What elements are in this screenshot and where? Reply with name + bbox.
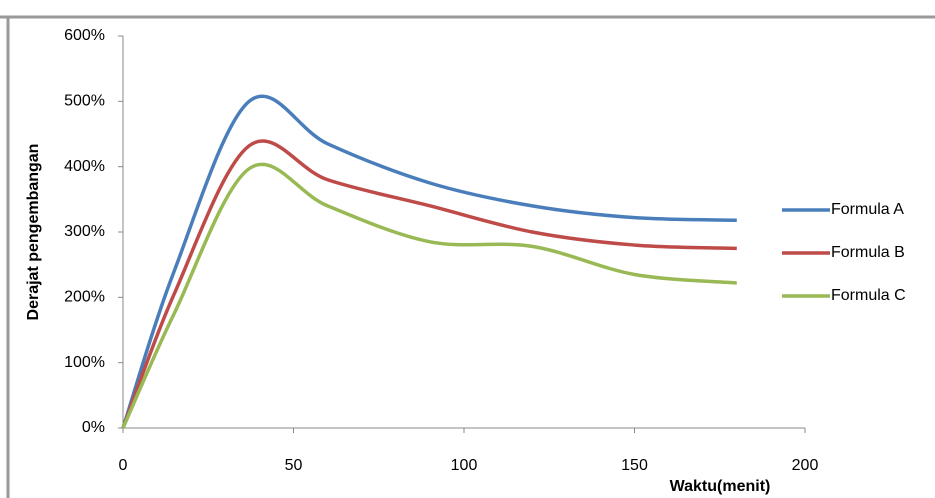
y-tick-label: 500% xyxy=(64,93,105,110)
x-axis-title: Waktu(menit) xyxy=(670,478,771,495)
x-tick-label: 200 xyxy=(792,457,819,474)
legend-label: Formula A xyxy=(831,201,904,218)
y-axis-title: Derajat pengembangan xyxy=(25,144,42,321)
series-line xyxy=(121,139,737,429)
y-tick-label: 200% xyxy=(64,289,105,306)
x-tick-label: 150 xyxy=(621,457,648,474)
x-tick-label: 100 xyxy=(451,457,478,474)
x-tick-label: 50 xyxy=(285,457,303,474)
legend-label: Formula B xyxy=(831,244,905,261)
legend-label: Formula C xyxy=(831,287,906,304)
y-tick-label: 600% xyxy=(64,27,105,44)
y-tick-label: 400% xyxy=(64,158,105,175)
series-line xyxy=(121,162,737,429)
y-tick-label: 100% xyxy=(64,354,105,371)
y-tick-label: 300% xyxy=(64,223,105,240)
y-tick-label: 0% xyxy=(82,419,105,436)
series-line xyxy=(121,94,737,429)
x-tick-label: 0 xyxy=(119,457,128,474)
